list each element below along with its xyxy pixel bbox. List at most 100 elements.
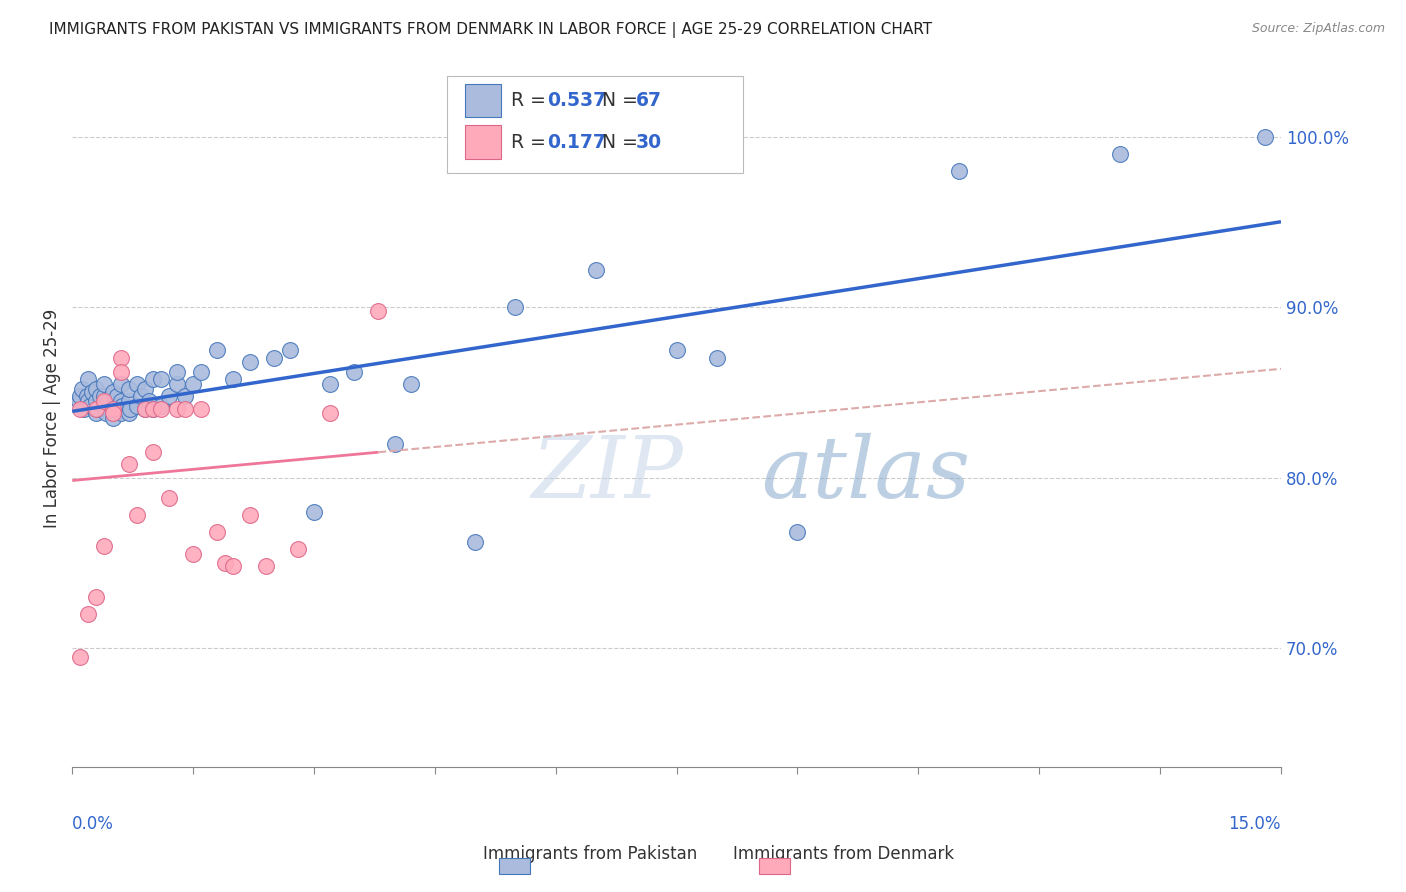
Point (254, 559, 277, 574)
Point (101, 402, 124, 417)
Text: 30: 30 (636, 133, 662, 152)
Point (86, 382, 108, 396)
Point (384, 436, 406, 450)
Point (76, 389, 98, 403)
Point (319, 406, 342, 420)
Point (105, 389, 128, 403)
Point (706, 351, 728, 366)
Point (110, 351, 132, 366)
Text: 0.177: 0.177 (547, 133, 606, 152)
Point (214, 556, 236, 570)
Point (222, 559, 245, 574)
Point (111, 399, 134, 413)
Point (665, 343, 688, 357)
Point (125, 399, 148, 413)
Point (786, 525, 808, 540)
Point (134, 402, 156, 417)
Point (142, 402, 165, 417)
Point (125, 376, 148, 391)
Point (97, 394, 120, 409)
Point (1254, 129, 1277, 144)
Point (142, 372, 165, 386)
Point (69, 389, 91, 403)
Point (190, 402, 212, 417)
Point (464, 535, 486, 549)
Point (505, 300, 527, 314)
Point (319, 376, 342, 391)
Point (87, 402, 110, 417)
Y-axis label: In Labor Force | Age 25-29: In Labor Force | Age 25-29 (44, 309, 60, 528)
Point (101, 411, 124, 425)
Point (93, 376, 115, 391)
Point (142, 402, 165, 417)
Point (1108, 146, 1130, 161)
Point (125, 508, 148, 523)
Point (207, 525, 229, 540)
Point (117, 457, 139, 471)
Point (181, 376, 204, 391)
Point (157, 491, 180, 505)
Text: N =: N = (602, 91, 644, 110)
FancyBboxPatch shape (465, 126, 502, 159)
Point (190, 365, 212, 379)
Point (138, 394, 160, 409)
Point (70, 382, 93, 396)
Text: Immigrants from Pakistan: Immigrants from Pakistan (484, 846, 697, 863)
Text: 0.537: 0.537 (547, 91, 606, 110)
Point (157, 389, 180, 403)
Point (67, 394, 90, 409)
Point (73, 402, 96, 417)
Point (79, 399, 101, 413)
FancyBboxPatch shape (447, 76, 744, 173)
Point (278, 343, 301, 357)
Point (263, 351, 285, 366)
Point (166, 402, 188, 417)
Point (93, 539, 115, 553)
Text: R =: R = (510, 91, 553, 110)
Point (69, 402, 91, 417)
Text: 15.0%: 15.0% (1229, 815, 1281, 833)
Point (101, 385, 124, 400)
Point (166, 365, 188, 379)
Point (343, 365, 366, 379)
Point (77, 372, 100, 386)
Point (101, 406, 124, 420)
Point (86, 402, 108, 417)
Text: 0.0%: 0.0% (72, 815, 114, 833)
Point (110, 394, 132, 409)
Point (69, 649, 91, 664)
Text: 67: 67 (636, 91, 661, 110)
Point (110, 406, 132, 420)
Point (149, 372, 172, 386)
Text: N =: N = (602, 133, 644, 152)
Point (142, 445, 165, 459)
Point (149, 399, 172, 413)
Point (207, 343, 229, 357)
Point (181, 548, 204, 562)
Point (82, 385, 104, 400)
Point (93, 394, 115, 409)
Point (120, 402, 142, 417)
Point (166, 376, 188, 391)
Text: Source: ZipAtlas.com: Source: ZipAtlas.com (1251, 22, 1385, 36)
Point (238, 355, 260, 369)
Point (117, 406, 139, 420)
Point (222, 372, 245, 386)
Text: ZIP: ZIP (531, 433, 683, 516)
Point (287, 542, 309, 557)
Point (129, 389, 152, 403)
Point (77, 394, 100, 409)
Point (101, 399, 124, 413)
Text: R =: R = (510, 133, 553, 152)
Point (174, 389, 197, 403)
Point (117, 394, 139, 409)
Point (134, 402, 156, 417)
Point (367, 303, 389, 318)
Point (110, 365, 132, 379)
Point (149, 402, 172, 417)
Point (174, 402, 197, 417)
Point (238, 508, 260, 523)
Point (89, 389, 111, 403)
Point (585, 262, 607, 277)
Text: Immigrants from Denmark: Immigrants from Denmark (733, 846, 955, 863)
